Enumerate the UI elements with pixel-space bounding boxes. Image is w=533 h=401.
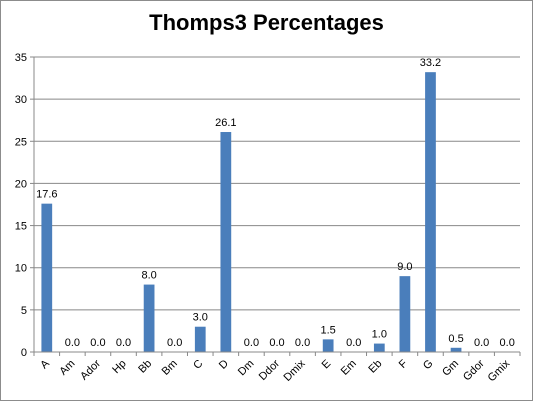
y-tick-label: 0 <box>21 347 27 359</box>
data-label-F: 9.0 <box>397 261 412 273</box>
bars <box>41 72 462 353</box>
bar-E <box>322 339 334 352</box>
bar-D <box>220 132 232 352</box>
x-tick-label-Ador: Ador <box>78 357 103 382</box>
data-label-Gm: 0.5 <box>448 333 463 345</box>
bar-Eb <box>373 343 385 352</box>
data-labels: 17.6 0.0 0.0 0.0 8.0 0.0 3.0 26.1 0.0 0.0 0.0 1.5 0.… <box>36 57 515 349</box>
x-tick-label-Em: Em <box>339 358 359 378</box>
y-tick-label: 35 <box>15 52 27 64</box>
x-tick-label-Hp: Hp <box>110 358 128 376</box>
x-tick-label-F: F <box>397 357 410 370</box>
chart-title: Thomps3 Percentages <box>149 10 384 35</box>
x-tick-label-Ddor: Ddor <box>257 357 283 383</box>
data-label-G: 33.2 <box>420 57 441 69</box>
bar-Bb <box>143 284 155 352</box>
data-label-Gmix: 0.0 <box>500 337 515 349</box>
data-label-Am: 0.0 <box>65 337 80 349</box>
y-tick-label: 25 <box>15 136 27 148</box>
bar-F <box>399 276 411 352</box>
y-tick-label: 15 <box>15 221 27 233</box>
data-label-Dm: 0.0 <box>244 337 259 349</box>
data-label-D: 26.1 <box>215 117 236 129</box>
data-label-C: 3.0 <box>193 312 208 324</box>
data-label-Dmix: 0.0 <box>295 337 310 349</box>
y-tick-label: 30 <box>15 94 27 106</box>
data-label-Ddor: 0.0 <box>269 337 284 349</box>
data-label-Eb: 1.0 <box>372 329 387 341</box>
bar-C <box>194 326 206 352</box>
x-tick-label-Dm: Dm <box>236 358 257 379</box>
x-tick-label-Gm: Gm <box>440 358 461 379</box>
x-tick-label-Gdor: Gdor <box>461 357 487 383</box>
axes: 0 5 10 15 20 25 30 35 A Am Ador Hp Bb Bm C D Dm Ddor Dmix E… <box>15 52 521 384</box>
x-tick-label-Am: Am <box>57 358 77 378</box>
y-tick-label: 20 <box>15 178 27 190</box>
x-tick-label-Bb: Bb <box>136 358 154 376</box>
bar-A <box>41 203 53 352</box>
data-label-Em: 0.0 <box>346 337 361 349</box>
data-label-Gdor: 0.0 <box>474 337 489 349</box>
x-tick-label-Bm: Bm <box>160 358 180 378</box>
x-tick-label-Gmix: Gmix <box>486 357 513 384</box>
y-tick-label: 5 <box>21 305 27 317</box>
data-label-Bm: 0.0 <box>167 337 182 349</box>
data-label-E: 1.5 <box>321 324 336 336</box>
x-tick-label-Eb: Eb <box>366 358 384 376</box>
x-tick-label-G: G <box>421 358 436 373</box>
x-tick-label-E: E <box>320 358 334 372</box>
bar-Gm <box>450 347 462 352</box>
data-label-Ador: 0.0 <box>90 337 105 349</box>
y-tick-label: 10 <box>15 263 27 275</box>
x-tick-label-C: C <box>191 358 205 372</box>
data-label-A: 17.6 <box>36 189 57 201</box>
x-tick-label-D: D <box>217 358 231 372</box>
data-label-Hp: 0.0 <box>116 337 131 349</box>
data-label-Bb: 8.0 <box>141 270 156 282</box>
gridlines <box>34 56 520 311</box>
x-tick-label-Dmix: Dmix <box>281 357 308 384</box>
x-tick-label-A: A <box>38 357 52 371</box>
bar-G <box>425 72 436 353</box>
